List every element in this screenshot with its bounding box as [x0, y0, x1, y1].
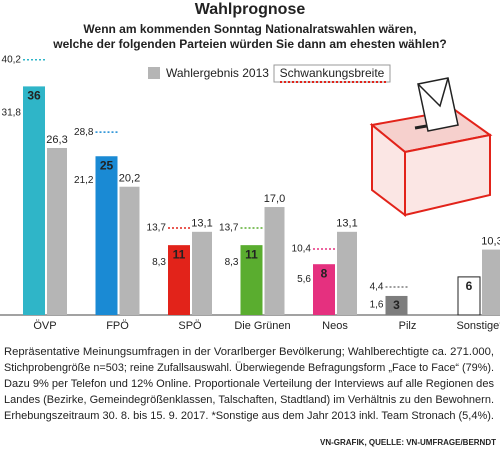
- previous-value-label: 13,1: [336, 218, 357, 230]
- bar-value-label: 25: [100, 158, 114, 172]
- poll-bar: [457, 276, 481, 316]
- footnote: Repräsentative Meinungsumfragen in der V…: [4, 346, 494, 358]
- poll-bar: [313, 264, 335, 315]
- previous-value-label: 26,3: [46, 134, 67, 146]
- range-label: 1,6: [370, 299, 384, 310]
- range-label: 13,7: [147, 223, 167, 234]
- legend-swatch: [148, 67, 160, 79]
- range-label: 10,4: [292, 244, 312, 255]
- subtitle: welche der folgenden Parteien würden Sie…: [52, 37, 446, 51]
- legend-label: Wahlergebnis 2013: [166, 66, 269, 80]
- legend-label: Schwankungsbreite: [280, 66, 385, 80]
- range-label: 13,7: [219, 223, 239, 234]
- range-label: 8,3: [225, 257, 239, 268]
- previous-value-label: 20,2: [119, 173, 140, 185]
- bar-value-label: 11: [245, 247, 258, 261]
- poll-bar: [95, 156, 118, 315]
- bar-value-label: 11: [173, 247, 186, 261]
- footnote: Stichprobengröße n=503; reine Zufallsaus…: [4, 362, 494, 374]
- previous-bar: [337, 231, 357, 315]
- ballot-box-illustration: [369, 77, 493, 218]
- range-label: 5,6: [297, 274, 311, 285]
- bar-value-label: 8: [321, 266, 328, 280]
- source: VN-GRAFIK, QUELLE: VN-UMFRAGE/BERNDT: [320, 438, 496, 447]
- poll-bar: [240, 245, 263, 315]
- bar-value-label: 6: [466, 279, 473, 293]
- poll-bar: [23, 86, 45, 316]
- range-label: 31,8: [2, 108, 22, 119]
- bar-value-label: 36: [27, 89, 41, 103]
- x-tick-label: Die Grünen: [234, 320, 290, 332]
- previous-value-label: 13,1: [191, 218, 212, 230]
- bar-value-label: 3: [393, 298, 400, 312]
- x-tick-label: Neos: [322, 320, 348, 332]
- range-label: 4,4: [370, 282, 384, 293]
- range-label: 8,3: [152, 257, 166, 268]
- x-tick-label: ÖVP: [33, 320, 56, 332]
- x-tick-label: FPÖ: [106, 320, 129, 332]
- previous-bar: [482, 249, 500, 315]
- range-label: 28,8: [74, 127, 94, 138]
- x-tick-label: SPÖ: [178, 320, 202, 332]
- previous-value-label: 17,0: [264, 193, 285, 205]
- x-tick-label: Pilz: [399, 320, 417, 332]
- subtitle: Wenn am kommenden Sonntag Nationalratswa…: [83, 22, 416, 36]
- range-label: 40,2: [2, 54, 22, 65]
- poll-bar: [168, 245, 190, 315]
- x-tick-label: Sonstige*: [456, 320, 500, 332]
- previous-value-label: 10,3: [481, 236, 500, 248]
- footnote: Dazu 9% per Telefon und 12% Online. Prop…: [4, 378, 494, 390]
- range-label: 21,2: [74, 175, 94, 186]
- chart-title: Wahlprognose: [195, 1, 306, 18]
- footnote: Landes (Bezirke, Gemeindegrößenklassen, …: [4, 394, 494, 406]
- poll-bar: [385, 295, 408, 315]
- previous-bar: [264, 207, 285, 315]
- footnote: Erhebungszeitraum 30. 8. bis 15. 9. 2017…: [4, 410, 494, 422]
- previous-bar: [192, 231, 212, 315]
- previous-bar: [119, 186, 140, 315]
- previous-bar: [47, 147, 67, 315]
